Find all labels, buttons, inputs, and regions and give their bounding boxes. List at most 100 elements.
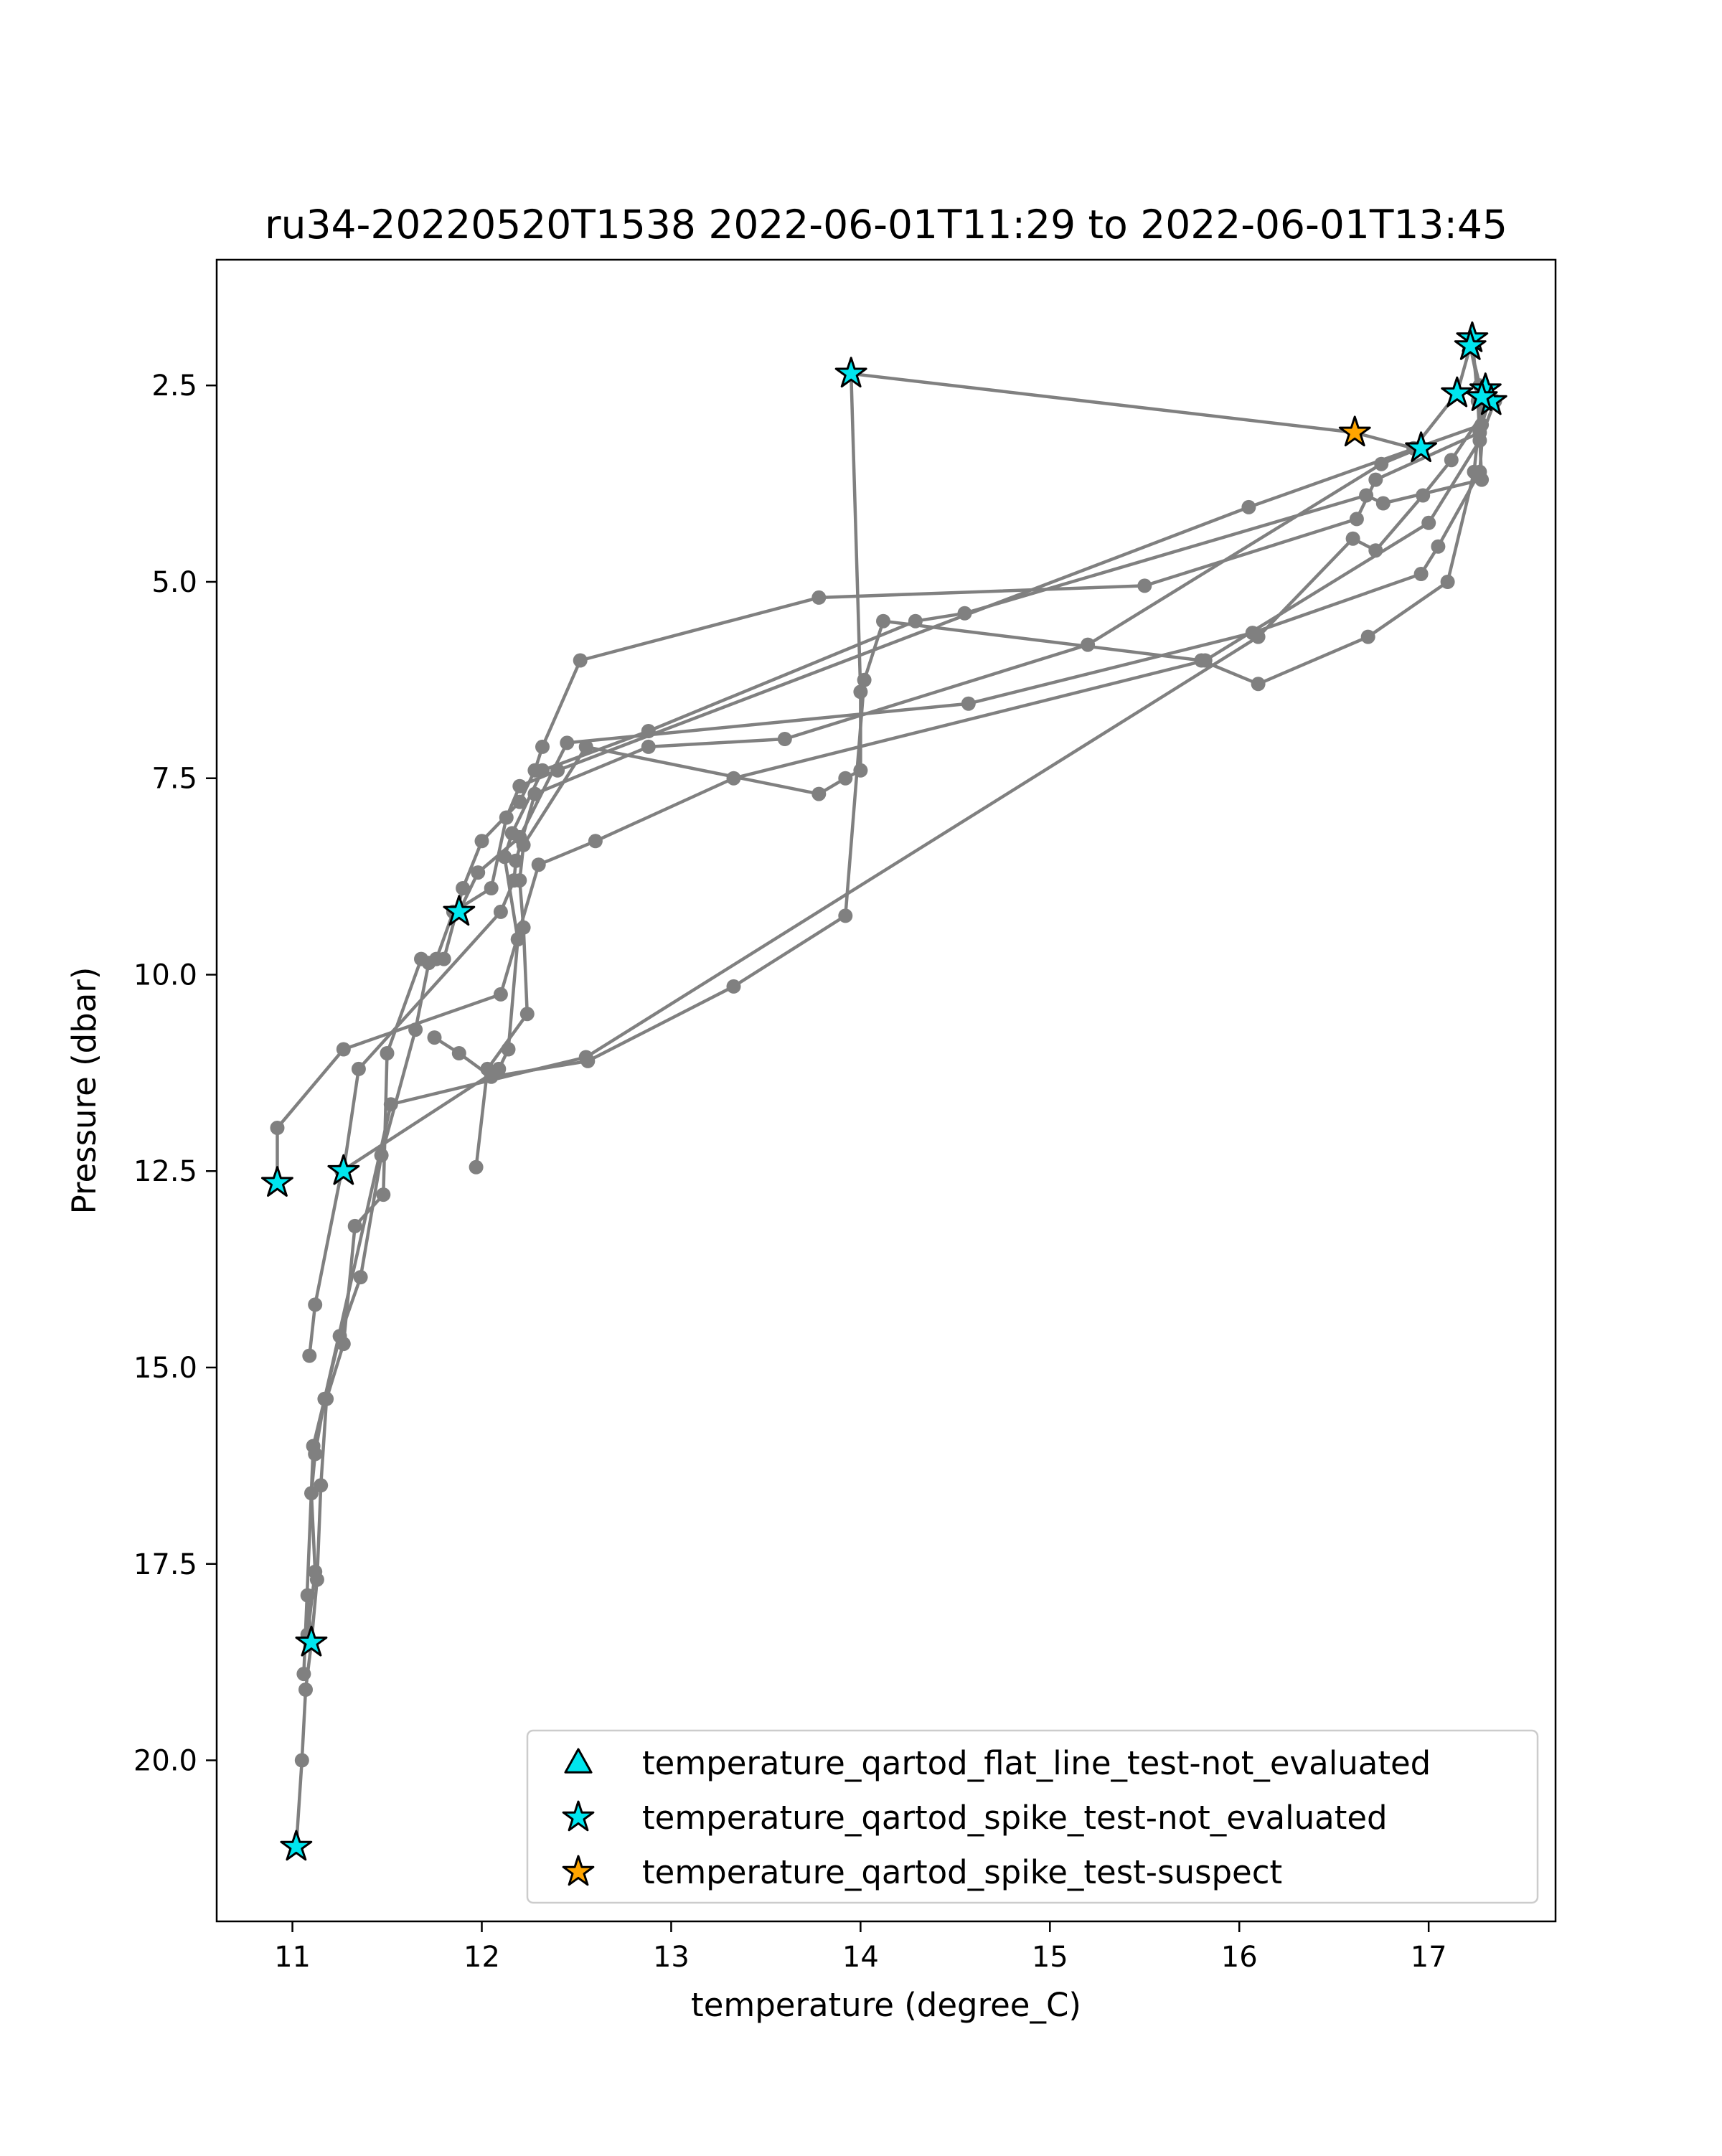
x-tick-label: 15	[1032, 1941, 1068, 1974]
profile-point	[499, 810, 514, 825]
profile-point	[1137, 578, 1152, 593]
profile-point	[1421, 515, 1436, 530]
profile-point	[777, 732, 792, 746]
profile-point	[451, 1046, 466, 1060]
y-tick-label: 2.5	[151, 369, 197, 403]
qc-star-marker	[1441, 376, 1474, 408]
profile-point	[527, 786, 542, 801]
profile-point	[317, 1391, 332, 1406]
profile-point	[588, 834, 603, 849]
profile-point	[580, 1053, 596, 1068]
legend-marker-star	[562, 1800, 595, 1832]
x-tick-label: 13	[653, 1941, 690, 1974]
qc-star-marker	[443, 895, 476, 926]
legend-marker-triangle	[564, 1748, 593, 1774]
y-tick-label: 17.5	[133, 1548, 197, 1581]
profile-point	[383, 1097, 398, 1112]
profile-point	[512, 778, 527, 794]
legend-box	[526, 1729, 1539, 1904]
profile-point	[811, 590, 827, 605]
profile-point	[1198, 653, 1213, 668]
qc-star-marker	[1405, 431, 1437, 463]
qc-star-marker	[327, 1154, 360, 1185]
profile-point	[961, 696, 976, 711]
legend-label: temperature_qartod_flat_line_test-not_ev…	[642, 1744, 1431, 1782]
profile-point	[507, 873, 522, 888]
profile-point	[1431, 539, 1446, 554]
profile-point	[493, 987, 508, 1002]
profile-point	[1241, 499, 1256, 514]
profile-point	[296, 1667, 311, 1682]
profile-point	[1360, 629, 1375, 644]
x-axis-label: temperature (degree_C)	[691, 1986, 1081, 2024]
profile-point	[838, 771, 853, 786]
x-tick-label: 11	[274, 1941, 311, 1974]
profile-point	[484, 881, 499, 895]
profile-point	[535, 739, 550, 754]
profile-point	[1375, 496, 1391, 511]
profile-point	[1440, 575, 1455, 589]
profile-point	[336, 1042, 351, 1057]
profile-point	[471, 865, 486, 880]
profile-point	[957, 606, 972, 621]
profile-point	[1413, 567, 1429, 581]
y-tick-label: 20.0	[133, 1745, 197, 1778]
x-tick-label: 12	[464, 1941, 500, 1974]
profile-point	[308, 1297, 323, 1312]
y-tick-label: 10.0	[133, 959, 197, 992]
profile-point	[298, 1682, 313, 1697]
profile-point	[811, 786, 827, 801]
profile-point	[1251, 677, 1266, 692]
legend-label: temperature_qartod_spike_test-not_evalua…	[642, 1799, 1388, 1837]
profile-point	[1374, 456, 1389, 471]
profile-point	[573, 653, 588, 668]
profile-point	[484, 1069, 499, 1084]
y-axis: 2.5 5.0 7.5 10.0 12.5 15.0 17.5 20.0	[133, 369, 217, 1778]
profile-point	[1472, 433, 1487, 448]
profile-point	[641, 739, 656, 754]
y-tick-label: 15.0	[133, 1352, 197, 1385]
qc-star-marker	[834, 357, 867, 388]
profile-point	[1444, 453, 1459, 468]
profile-point	[294, 1753, 309, 1768]
legend: temperature_qartod_flat_line_test-not_ev…	[526, 1729, 1539, 1904]
profile-point	[347, 1218, 362, 1233]
profile-point	[376, 1187, 391, 1202]
qc-star-marker	[1338, 415, 1371, 447]
qc-star-marker	[280, 1830, 313, 1861]
profile-point	[308, 1446, 323, 1461]
y-tick-label: 12.5	[133, 1155, 197, 1188]
profile-point	[351, 1061, 366, 1076]
profile-point	[308, 1564, 323, 1579]
profile-line-6	[433, 397, 1484, 1079]
y-tick-label: 7.5	[151, 763, 197, 796]
profile-point	[1081, 637, 1096, 652]
profile-point	[519, 1007, 535, 1022]
legend-marker-star	[562, 1855, 595, 1886]
x-tick-label: 17	[1411, 1941, 1447, 1974]
qc-star-marker	[1465, 380, 1498, 411]
qc-star-marker	[295, 1625, 328, 1657]
profile-line-7	[457, 393, 1487, 913]
profile-point	[1345, 531, 1360, 546]
profile-line-1	[294, 346, 1484, 1847]
profile-point	[1349, 512, 1364, 527]
profile-point	[427, 1030, 442, 1045]
profile-point	[1416, 488, 1431, 503]
profile-point	[421, 956, 436, 971]
profile-point	[304, 1486, 319, 1501]
profile-point	[560, 735, 575, 750]
profile-point	[456, 881, 471, 895]
profile-point	[314, 1478, 329, 1493]
profile-point	[1368, 472, 1383, 487]
y-tick-label: 5.0	[151, 566, 197, 599]
profile-point	[857, 672, 872, 687]
profile-point	[493, 904, 508, 919]
profile-point	[726, 979, 741, 994]
profile-point	[474, 834, 489, 849]
qc-star-marker	[1454, 329, 1487, 360]
profile-point	[300, 1588, 315, 1603]
profile-point	[726, 771, 741, 786]
profile-point	[535, 763, 550, 778]
